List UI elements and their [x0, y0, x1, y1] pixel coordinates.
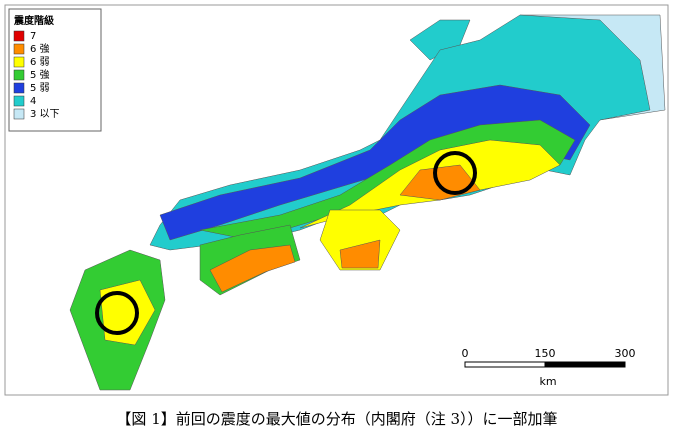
legend-label: 7: [30, 31, 36, 42]
scale-segment: [544, 361, 626, 368]
legend-swatch: [13, 108, 25, 120]
legend-box: [8, 8, 102, 132]
scale-bar: 0 150 300 km: [462, 347, 636, 388]
legend-label: 4: [30, 96, 36, 107]
scale-label: 300: [615, 347, 636, 360]
kii-zone: [339, 239, 381, 269]
scale-label: 150: [535, 347, 556, 360]
legend-title: 震度階級: [14, 14, 54, 27]
scale-label: 0: [462, 347, 469, 360]
legend-swatch: [13, 95, 25, 107]
kii: [319, 209, 401, 271]
highlight-circle: [433, 151, 477, 195]
legend-swatch: [13, 82, 25, 94]
legend-label: 3 以下: [30, 109, 60, 120]
scale-unit: km: [539, 375, 556, 388]
legend-swatch: [13, 69, 25, 81]
zone-5-weak: [159, 84, 591, 241]
legend-label: 5 強: [30, 68, 50, 81]
legend: 震度階級 76 強6 弱5 強5 弱 4 3 以下: [8, 8, 102, 132]
shikoku-zone: [209, 244, 296, 293]
legend-label: 5 弱: [30, 82, 50, 94]
legend-label: 6 弱: [30, 56, 50, 68]
caption: 【図 1】前回の震度の最大値の分布（内閣府（注 3））に一部加筆: [116, 410, 557, 428]
legend-swatch: [13, 43, 25, 55]
kyushu-zone: [99, 279, 156, 346]
legend-swatch: [13, 30, 25, 42]
scale-segment: [464, 361, 546, 368]
map: [69, 14, 666, 391]
legend-label: 6 強: [30, 42, 50, 55]
highlight-circle: [95, 291, 139, 335]
legend-swatch: [13, 56, 25, 68]
island: [409, 19, 471, 61]
